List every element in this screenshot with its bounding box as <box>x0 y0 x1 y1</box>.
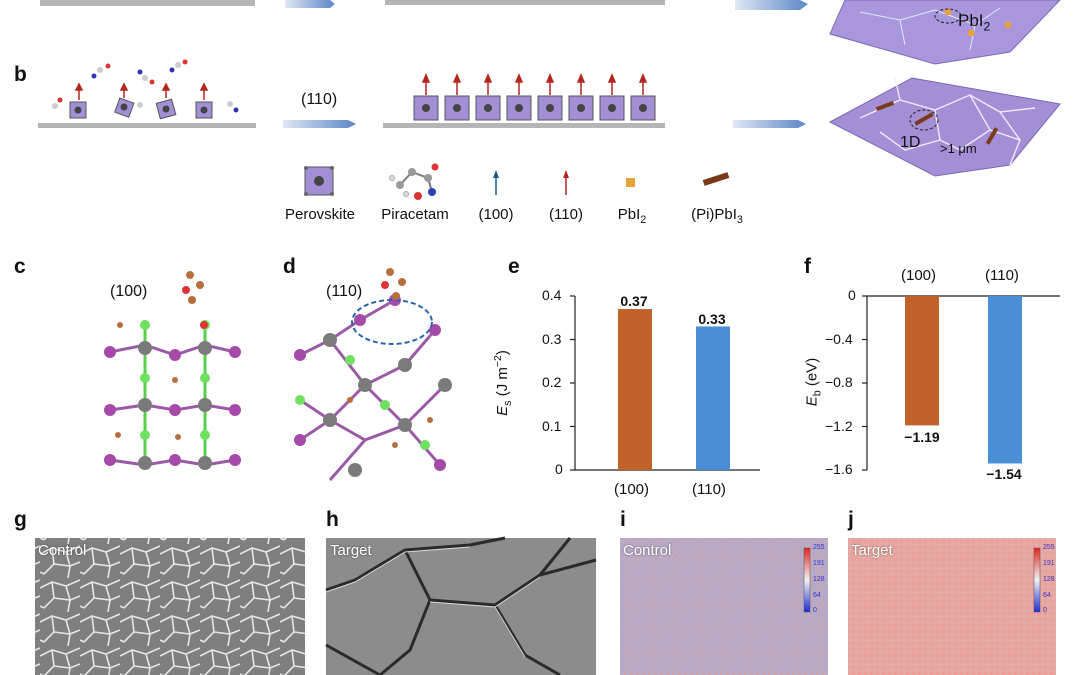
chart-f-ytick: −0.8 <box>825 374 853 390</box>
legend-100-label: (100) <box>478 206 514 223</box>
colorbar-j <box>1033 547 1041 613</box>
chart-f-bars <box>905 296 1022 464</box>
chart-e-ytick: 0.2 <box>542 374 562 390</box>
panel-label-h: h <box>326 508 339 531</box>
colorbar-j-tick: 128 <box>1043 576 1055 583</box>
chart-f-xtick: (110) <box>985 267 1019 284</box>
row-b-graphics <box>38 59 1061 177</box>
chart-e-ytick: 0.1 <box>542 418 562 434</box>
chart-f-ytick: −1.2 <box>825 418 853 434</box>
orientation-label: (110) <box>301 91 338 108</box>
chart-f-ytick: 0 <box>848 287 856 303</box>
colorbar-j-tick: 0 <box>1043 607 1047 614</box>
panel-label-b: b <box>14 63 27 86</box>
colorbar-i <box>803 547 811 613</box>
colorbar-j-tick: 64 <box>1043 592 1051 599</box>
colorbar-i-tick: 128 <box>813 576 825 583</box>
chart-f-ytick: −0.4 <box>825 331 853 347</box>
crystal-structure-c <box>104 271 241 470</box>
panel-label-e: e <box>508 255 520 278</box>
chart-e-ytick: 0 <box>555 461 563 477</box>
map-target-image <box>848 538 1056 675</box>
aligned-perovskite <box>413 73 656 121</box>
legend-pbi2-label: PbI2 <box>617 206 647 226</box>
sem-target-image <box>325 536 597 675</box>
grain-1d-label: 1D <box>900 134 921 151</box>
row-a-graphics <box>40 0 1061 65</box>
colorbar-i-tick: 0 <box>813 607 817 614</box>
chart-e-bars <box>618 309 730 470</box>
chart-f-axes <box>862 295 1060 471</box>
chart-f-ylabel: Eb (eV) <box>803 357 824 407</box>
chart-e-bar-value: 0.37 <box>620 293 648 309</box>
panel-label-d: d <box>283 255 296 278</box>
chart-e-ytick: 0.3 <box>542 331 562 347</box>
piracetam-molecules <box>52 59 239 113</box>
chart-e-bar <box>618 309 652 470</box>
panel-label-c: c <box>14 255 26 278</box>
chart-f-bar <box>988 296 1022 464</box>
chart-e-axes <box>570 295 760 471</box>
chart-e-xtick: (100) <box>614 481 650 498</box>
colorbar-i-tick: 255 <box>813 544 825 551</box>
panel-label-f: f <box>804 255 811 278</box>
panel-g-tag: Control <box>38 542 87 559</box>
chart-f-xtick: (100) <box>901 267 937 284</box>
colorbar-j-tick: 191 <box>1043 560 1055 567</box>
panel-i-tag: Control <box>623 542 672 559</box>
chart-f-bar <box>905 296 939 426</box>
colorbar-j-tick: 255 <box>1043 544 1055 551</box>
chart-e-bar <box>696 326 730 470</box>
panel-c-facet-label: (100) <box>110 283 148 300</box>
piracetam-icon <box>389 163 439 200</box>
film-b <box>828 77 1061 177</box>
crystal-structure-d <box>294 268 452 481</box>
colorbar-i-tick: 64 <box>813 592 821 599</box>
legend-pipbi3-label: (Pi)PbI3 <box>691 206 743 226</box>
panel-j-tag: Target <box>851 542 893 559</box>
panel-label-i: i <box>620 508 626 531</box>
chart-f-bar-value: −1.19 <box>904 429 940 445</box>
legend-piracetam-label: Piracetam <box>381 206 449 223</box>
map-control-image <box>620 538 828 675</box>
chart-f-ytick: −1.6 <box>825 461 853 477</box>
panel-label-j: j <box>848 508 854 531</box>
chart-e-ylabel: Es (J m−2) <box>491 350 514 416</box>
panel-h-tag: Target <box>330 542 372 559</box>
chart-e-bar-value: 0.33 <box>698 311 726 327</box>
grain-size-label: >1 μm <box>940 141 977 156</box>
scattered-perovskite <box>69 97 213 120</box>
sem-control-image <box>35 538 305 675</box>
legend-icons <box>304 163 730 200</box>
pbi2-row-a-label: PbI2 <box>958 11 991 34</box>
colorbar-i-tick: 191 <box>813 560 825 567</box>
legend-perovskite-label: Perovskite <box>284 206 356 223</box>
panel-label-g: g <box>14 508 27 531</box>
chart-e-xtick: (110) <box>692 481 726 498</box>
panel-d-facet-label: (110) <box>326 283 363 300</box>
chart-e-ytick: 0.4 <box>542 287 562 303</box>
legend-110-label: (110) <box>549 206 583 223</box>
chart-f-bar-value: −1.54 <box>986 466 1022 482</box>
